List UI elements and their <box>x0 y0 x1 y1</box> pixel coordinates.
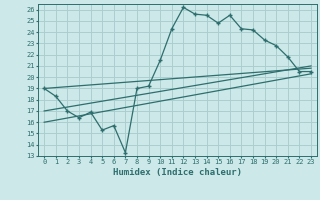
X-axis label: Humidex (Indice chaleur): Humidex (Indice chaleur) <box>113 168 242 177</box>
